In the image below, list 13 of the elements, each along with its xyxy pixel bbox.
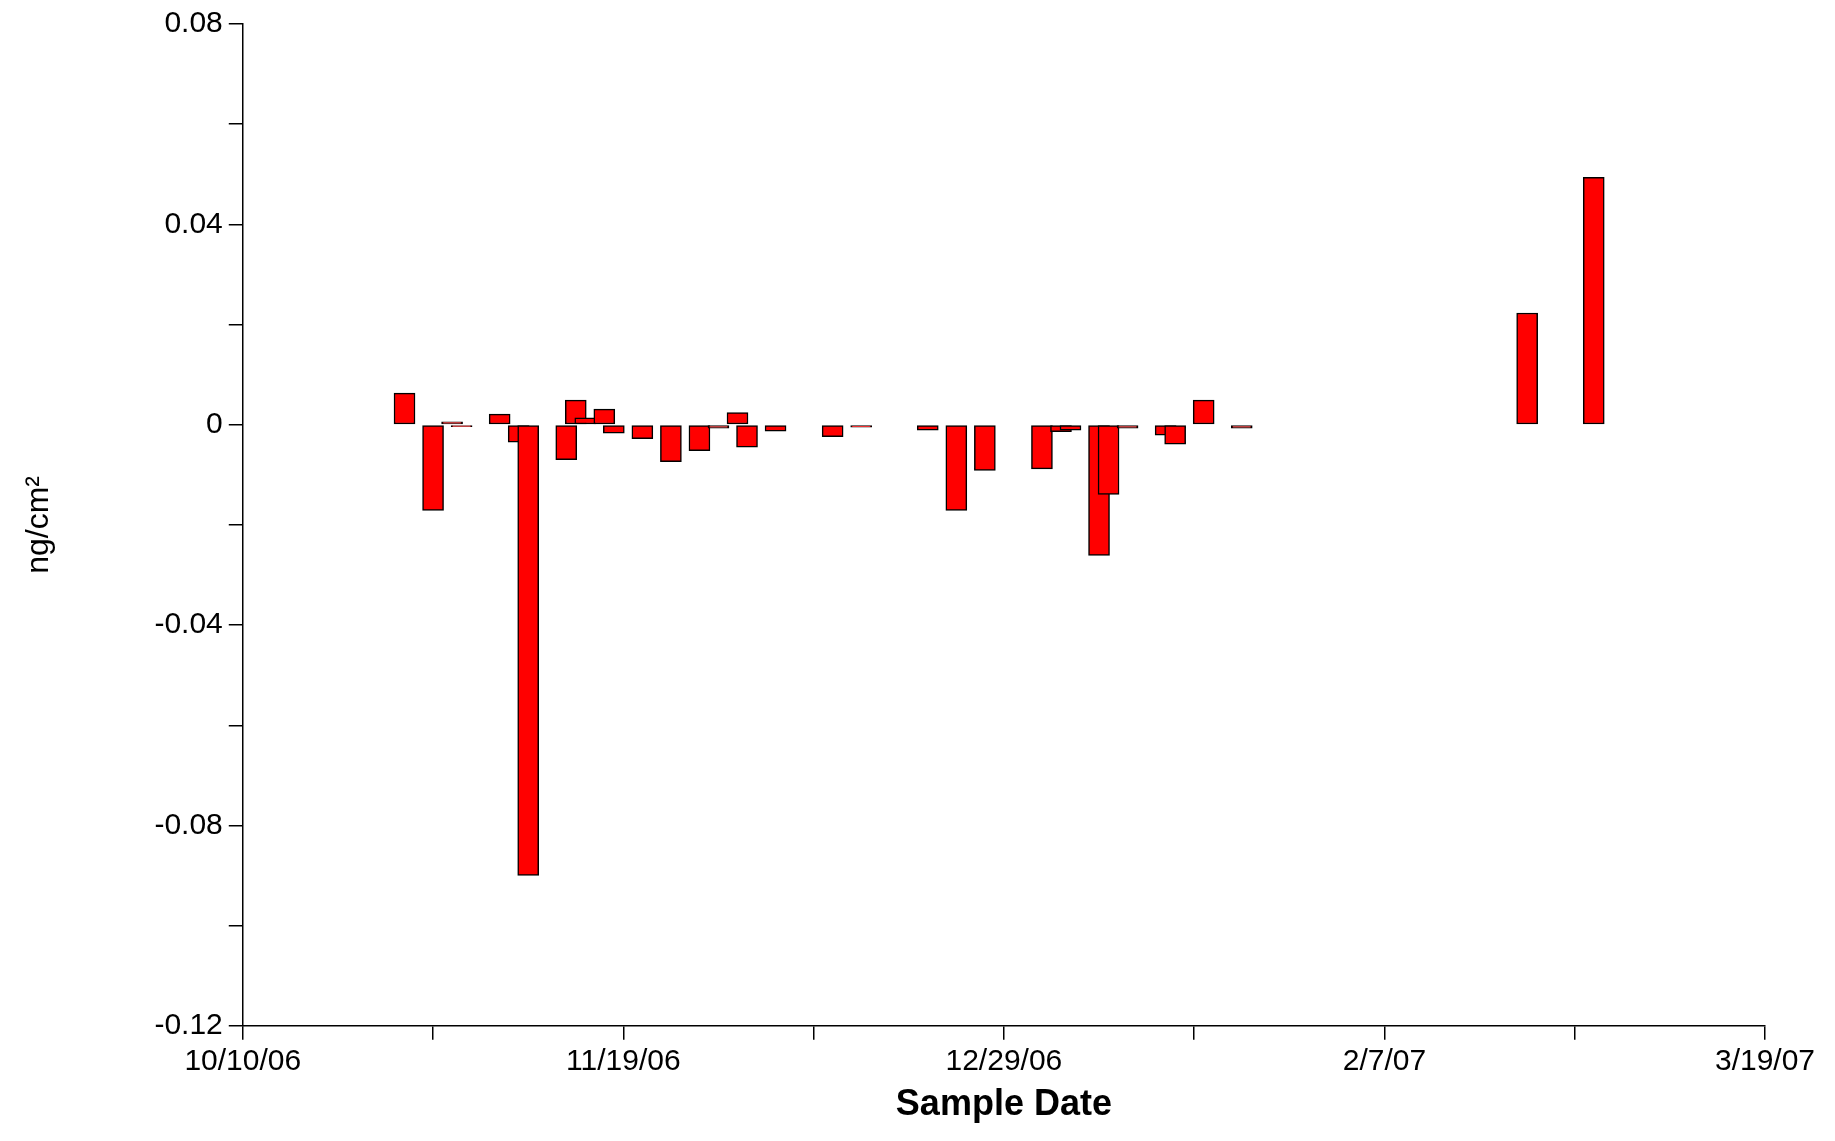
y-tick-label: 0 xyxy=(206,405,223,439)
y-tick-label: 0.08 xyxy=(164,5,223,39)
x-axis-title: Sample Date xyxy=(895,1082,1112,1124)
y-tick-label: -0.04 xyxy=(154,606,223,640)
y-tick-label: -0.08 xyxy=(154,806,223,840)
x-tick-label: 3/19/07 xyxy=(1714,1043,1816,1077)
y-axis-title: ng/cm² xyxy=(19,475,56,574)
x-tick-label: 11/19/06 xyxy=(566,1043,681,1077)
x-tick-label: 10/10/06 xyxy=(184,1043,302,1077)
y-tick-label: 0.04 xyxy=(164,205,223,239)
x-tick-label: 2/7/07 xyxy=(1342,1043,1427,1077)
y-tick-label: -0.12 xyxy=(154,1007,223,1041)
x-tick-label: 12/29/06 xyxy=(945,1043,1063,1077)
